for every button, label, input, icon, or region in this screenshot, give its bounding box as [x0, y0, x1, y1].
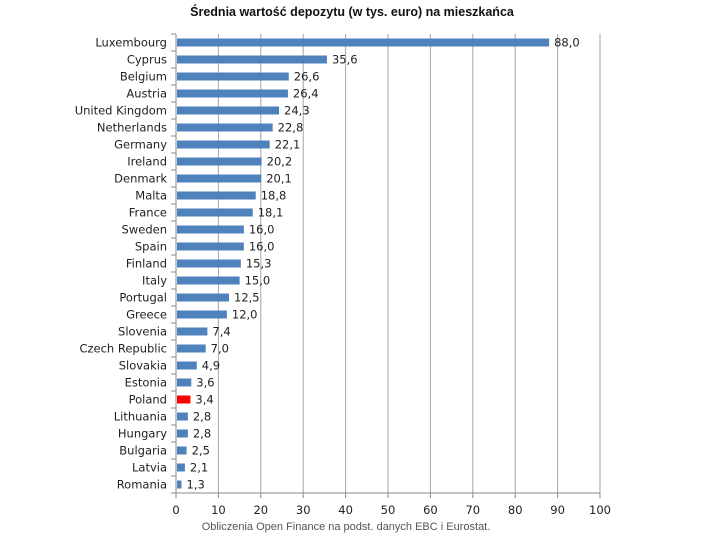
data-label: 24,3 [284, 104, 310, 118]
bar [177, 123, 273, 132]
data-label: 16,0 [249, 240, 275, 254]
bar [177, 412, 188, 421]
bar [177, 191, 256, 200]
data-label: 7,0 [211, 342, 229, 356]
bar [177, 242, 244, 251]
data-label: 2,5 [192, 444, 210, 458]
category-label: Slovenia [118, 325, 167, 339]
category-label: Slovakia [119, 359, 167, 373]
category-label: Cyprus [127, 53, 167, 67]
data-label: 7,4 [212, 325, 230, 339]
data-label: 20,1 [266, 172, 292, 186]
category-label: Czech Republic [79, 342, 167, 356]
data-label: 22,1 [275, 138, 301, 152]
bar [177, 276, 240, 285]
bar [177, 72, 289, 81]
data-label: 12,0 [232, 308, 258, 322]
x-tick-label: 90 [550, 503, 565, 517]
data-label: 3,4 [195, 393, 213, 407]
bar [177, 225, 244, 234]
bar [177, 293, 229, 302]
data-label: 18,1 [258, 206, 284, 220]
category-label: Bulgaria [119, 444, 167, 458]
x-tick-label: 20 [253, 503, 268, 517]
bar [177, 208, 253, 217]
bar [177, 157, 262, 166]
category-label: Poland [129, 393, 167, 407]
data-label: 12,5 [234, 291, 260, 305]
x-tick-label: 60 [423, 503, 438, 517]
data-label: 26,6 [294, 70, 320, 84]
data-label: 2,1 [190, 461, 208, 475]
category-label: Netherlands [97, 121, 167, 135]
category-label: Spain [135, 240, 167, 254]
bar [177, 395, 191, 404]
bar [177, 89, 288, 98]
bar [177, 429, 188, 438]
data-label: 35,6 [332, 53, 358, 67]
category-label: Hungary [118, 427, 167, 441]
category-label: Germany [114, 138, 167, 152]
x-tick-label: 80 [508, 503, 523, 517]
source-note: Obliczenia Open Finance na podst. danych… [201, 521, 491, 533]
data-label: 26,4 [293, 87, 319, 101]
data-label: 88,0 [554, 36, 580, 50]
category-label: Malta [135, 189, 167, 203]
data-label: 20,2 [267, 155, 293, 169]
category-label: Estonia [125, 376, 167, 390]
bar [177, 378, 192, 387]
category-label: France [129, 206, 167, 220]
bar [177, 344, 206, 353]
data-label: 3,6 [196, 376, 214, 390]
data-label: 4,9 [202, 359, 220, 373]
bar [177, 106, 280, 115]
bar [177, 463, 185, 472]
bar [177, 55, 327, 64]
category-label: Austria [126, 87, 167, 101]
category-label: Luxembourg [95, 36, 167, 50]
bar [177, 259, 241, 268]
x-tick-label: 40 [338, 503, 353, 517]
category-label: Ireland [127, 155, 167, 169]
x-tick-label: 50 [381, 503, 396, 517]
bar [177, 174, 262, 183]
category-label: Denmark [114, 172, 167, 186]
bar [177, 361, 197, 370]
category-label: Belgium [120, 70, 167, 84]
x-tick-label: 30 [296, 503, 311, 517]
data-label: 2,8 [193, 410, 211, 424]
x-tick-label: 10 [211, 503, 226, 517]
data-label: 16,0 [249, 223, 275, 237]
category-label: Latvia [132, 461, 167, 475]
category-label: Lithuania [114, 410, 167, 424]
category-label: Greece [126, 308, 167, 322]
category-label: Italy [142, 274, 167, 288]
data-label: 22,8 [278, 121, 304, 135]
data-label: 15,3 [246, 257, 272, 271]
bar [177, 327, 208, 336]
bar [177, 140, 270, 149]
x-tick-label: 100 [589, 503, 611, 517]
data-label: 18,8 [261, 189, 287, 203]
category-label: Finland [126, 257, 167, 271]
bar [177, 310, 227, 319]
x-tick-label: 70 [465, 503, 480, 517]
x-tick-label: 0 [172, 503, 179, 517]
category-label: Sweden [122, 223, 167, 237]
data-label: 15,0 [245, 274, 271, 288]
data-label: 1,3 [187, 478, 205, 492]
bar [177, 38, 550, 47]
bar [177, 480, 182, 489]
chart-title: Średnia wartość depozytu (w tys. euro) n… [190, 5, 514, 19]
category-label: Romania [117, 478, 167, 492]
data-label: 2,8 [193, 427, 211, 441]
category-label: United Kingdom [75, 104, 167, 118]
bar [177, 446, 187, 455]
category-label: Portugal [119, 291, 167, 305]
